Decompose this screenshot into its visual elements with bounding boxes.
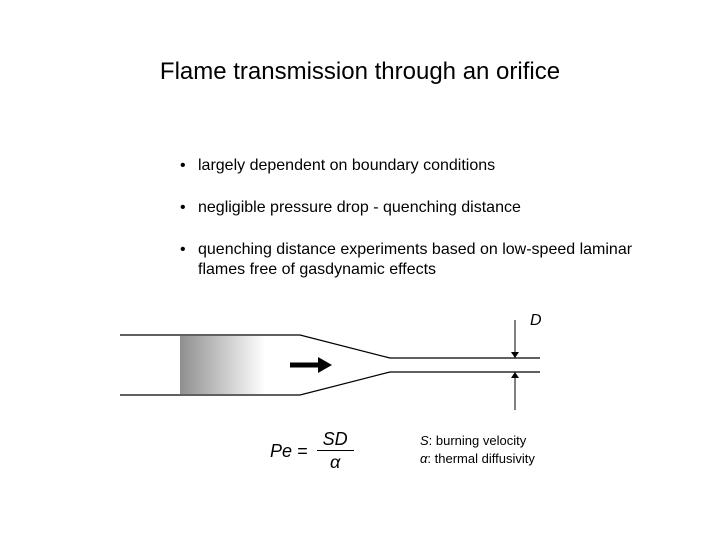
bullet-item: largely dependent on boundary conditions bbox=[180, 156, 640, 176]
orifice-diagram bbox=[120, 310, 580, 420]
eq-denominator: α bbox=[317, 451, 354, 474]
bullet-item: negligible pressure drop - quenching dis… bbox=[180, 198, 640, 218]
bullet-item: quenching distance experiments based on … bbox=[180, 240, 640, 280]
equation-legend: S: burning velocity α: thermal diffusivi… bbox=[420, 432, 535, 467]
legend-txt-a: : thermal diffusivity bbox=[427, 451, 534, 466]
legend-sym-s: S bbox=[420, 433, 429, 448]
eq-equals: = bbox=[297, 441, 308, 461]
eq-lhs: Pe bbox=[270, 441, 292, 461]
legend-row: S: burning velocity bbox=[420, 432, 535, 450]
eq-numerator: SD bbox=[317, 430, 354, 451]
bullet-list: largely dependent on boundary conditions… bbox=[140, 156, 640, 302]
legend-row: α: thermal diffusivity bbox=[420, 450, 535, 468]
flow-arrow-icon bbox=[290, 357, 332, 373]
legend-txt-s: : burning velocity bbox=[429, 433, 527, 448]
slide-title: Flame transmission through an orifice bbox=[0, 58, 720, 86]
dimension-arrows bbox=[511, 320, 519, 410]
flame-gradient bbox=[180, 336, 265, 394]
peclet-equation: Pe = SD α bbox=[270, 430, 358, 474]
